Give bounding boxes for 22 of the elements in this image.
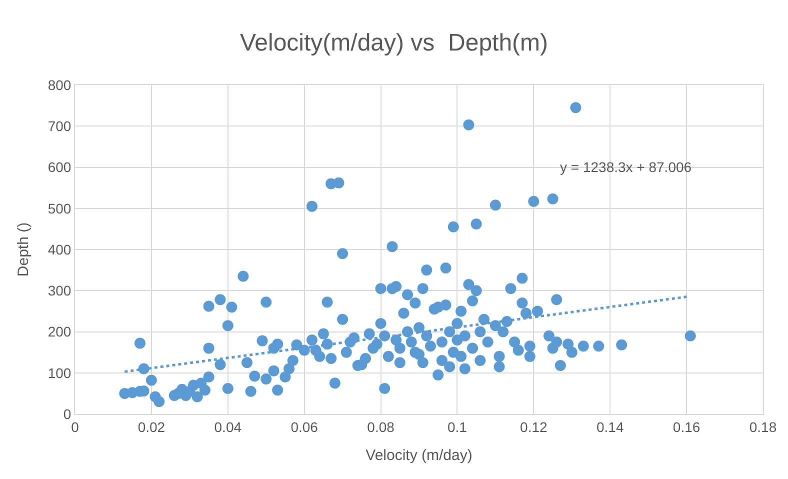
x-tick-label: 0.18	[749, 418, 777, 435]
y-axis-title: Depth ()	[15, 222, 32, 277]
x-tick-label: 0.04	[214, 418, 242, 435]
y-tick-label: 100	[48, 364, 72, 381]
x-tick-label: 0.1	[447, 418, 468, 435]
x-tick-label: 0.14	[596, 418, 624, 435]
y-tick-label: 500	[48, 200, 72, 216]
y-tick-label: 200	[48, 324, 72, 340]
y-tick-label: 800	[48, 76, 72, 93]
x-tick-label: 0.08	[367, 418, 395, 435]
y-tick-label: 600	[48, 159, 72, 176]
x-tick-label: 0.06	[290, 418, 318, 435]
y-tick-label: 300	[48, 282, 72, 299]
y-tick-label: 0	[63, 406, 72, 422]
y-tick-label: 700	[48, 118, 72, 134]
x-axis-title: Velocity (m/day)	[366, 446, 472, 464]
x-tick-label: 0.12	[520, 418, 548, 435]
x-tick-label: 0.16	[672, 418, 700, 435]
y-tick-label: 400	[48, 241, 72, 258]
chart-title: Velocity(m/day) vs Depth(m)	[240, 29, 548, 56]
annotation: y = 1238.3x + 87.006	[560, 159, 692, 175]
x-tick-label: 0.02	[138, 418, 166, 435]
